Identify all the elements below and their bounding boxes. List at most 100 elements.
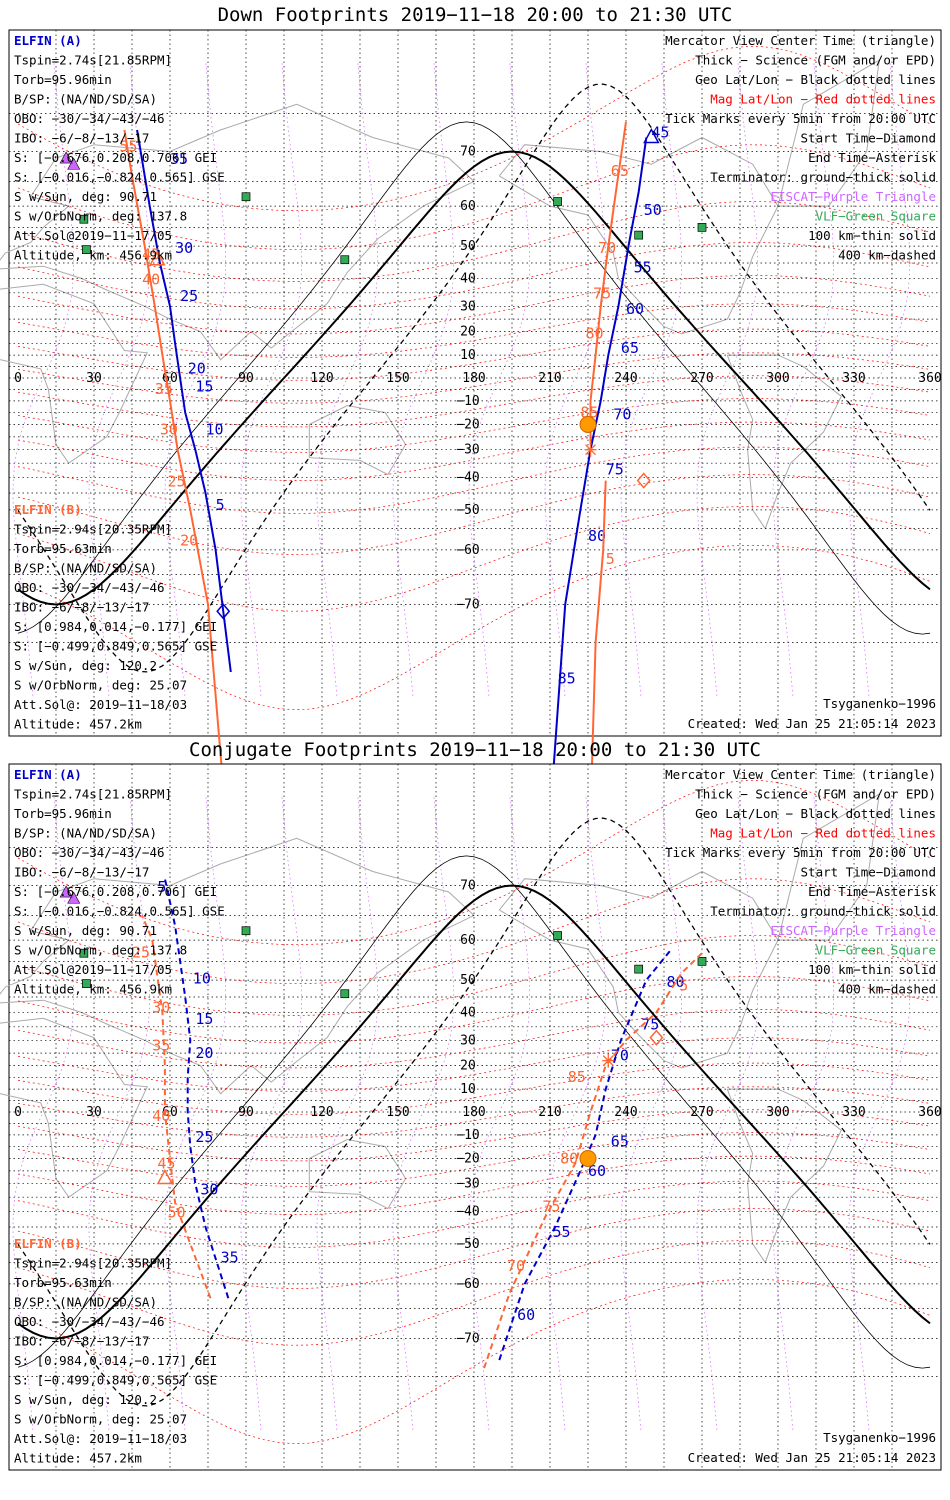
coastline bbox=[308, 404, 407, 476]
track-tick-label: 75 bbox=[593, 284, 611, 302]
legend-line: Mercator View Center Time (triangle) bbox=[665, 767, 936, 782]
lat-tick-label: −10 bbox=[456, 394, 479, 409]
legend-line: Thick − Science (FGM and/or EPD) bbox=[695, 53, 936, 68]
mag-lon-line bbox=[848, 60, 911, 696]
mag-lon-line bbox=[240, 794, 303, 1430]
lat-tick-label: −70 bbox=[456, 597, 479, 612]
lat-tick-label: −50 bbox=[456, 503, 479, 518]
elfin-b-info-line: S: [−0.499,0.849,0.565] GSE bbox=[14, 1373, 217, 1388]
elfin-b-info-line: Tspin=2.94s[20.35RPM] bbox=[14, 1256, 172, 1271]
vlf-station-marker bbox=[340, 255, 350, 265]
mag-lat-line bbox=[17, 398, 931, 453]
panel-title-down: Down Footprints 2019−11−18 20:00 to 21:3… bbox=[217, 4, 733, 26]
elfin-a-info-line: B/SP: (NA/ND/SD/SA) bbox=[14, 92, 157, 107]
legend-line: End Time−Asterisk bbox=[808, 150, 936, 165]
mag-lat-line bbox=[17, 421, 931, 481]
track-tick-label: 25 bbox=[195, 1128, 213, 1146]
vlf-station-marker bbox=[634, 964, 644, 974]
lat-tick-label: 30 bbox=[460, 299, 476, 314]
mag-lat-line bbox=[17, 328, 931, 381]
elfin-b-header: ELFIN (B) bbox=[14, 502, 82, 517]
lat-tick-label: −30 bbox=[456, 443, 479, 458]
lon-tick-label: 330 bbox=[842, 371, 865, 386]
subsolar-point bbox=[579, 1150, 597, 1168]
elfin-a-track bbox=[136, 129, 232, 673]
track-tick-label: 85 bbox=[558, 669, 576, 687]
mag-lon-line bbox=[772, 60, 835, 696]
legend-line: Tick Marks every 5min from 20:00 UTC bbox=[665, 111, 936, 126]
elfin-b-track bbox=[589, 121, 627, 445]
track-tick-label: 25 bbox=[132, 943, 150, 961]
track-tick-label: 35 bbox=[170, 150, 188, 168]
track-tick-label: 80 bbox=[560, 1149, 578, 1167]
track-tick-label: 5 bbox=[679, 976, 688, 994]
lon-tick-label: 360 bbox=[918, 1105, 941, 1120]
conjugate-footprints-map: 0 30 60 90 120 150 180 210 240 270 300 330 360 70 60 50… bbox=[0, 763, 942, 1471]
vlf-station-marker bbox=[241, 192, 251, 202]
lon-tick-label: 240 bbox=[614, 371, 637, 386]
elfin-a-info-line: B/SP: (NA/ND/SD/SA) bbox=[14, 826, 157, 841]
track-tick-label: 50 bbox=[644, 201, 662, 219]
mag-lat-line bbox=[17, 1109, 931, 1162]
legend-line: Terminator: ground−thick solid bbox=[710, 170, 936, 185]
vlf-station-marker bbox=[697, 957, 707, 966]
track-tick-label: 5 bbox=[606, 550, 615, 568]
eiscat-station-marker bbox=[59, 151, 73, 164]
track-tick-label: 75 bbox=[606, 461, 624, 479]
subsolar-point bbox=[579, 416, 597, 434]
track-tick-label: 75 bbox=[542, 1198, 560, 1216]
mag-lat-line bbox=[17, 1240, 931, 1346]
start-time-diamond bbox=[636, 472, 651, 489]
vlf-station-marker bbox=[82, 979, 91, 988]
mag-lon-line bbox=[316, 794, 379, 1430]
start-time-diamond bbox=[649, 1029, 664, 1046]
lon-tick-label: 30 bbox=[86, 1105, 102, 1120]
coastline bbox=[726, 354, 842, 530]
mag-lat-line bbox=[17, 446, 931, 514]
mag-lon-line bbox=[164, 794, 227, 1430]
vlf-station-marker bbox=[553, 931, 562, 940]
track-tick-label: 40 bbox=[152, 1107, 170, 1125]
elfin-a-info-line: S w/Sun, deg: 90.71 bbox=[14, 189, 157, 204]
terminator-100km bbox=[17, 855, 931, 1369]
elfin-a-info-line: IBO: −6/−8/−13/−17 bbox=[14, 131, 149, 146]
elfin-a-track bbox=[163, 878, 230, 1299]
lat-tick-label: −20 bbox=[456, 418, 479, 433]
elfin-a-info-line: Att.Sol@2019−11−17/05 bbox=[14, 962, 172, 977]
elfin-a-info-line: Torb=95.96min bbox=[14, 806, 112, 821]
lat-tick-label: 10 bbox=[460, 348, 476, 363]
track-tick-label: 25 bbox=[167, 473, 185, 491]
lon-tick-label: 210 bbox=[538, 1105, 561, 1120]
lat-tick-label: −70 bbox=[456, 1331, 479, 1346]
eiscat-station-marker bbox=[67, 891, 81, 904]
lon-tick-label: 300 bbox=[766, 1105, 789, 1120]
mag-lat-line bbox=[17, 1180, 931, 1248]
legend-line: Tick Marks every 5min from 20:00 UTC bbox=[665, 845, 936, 860]
elfin-b-info-line: S w/OrbNorm, deg: 25.07 bbox=[14, 678, 187, 693]
track-tick-label: 70 bbox=[598, 239, 616, 257]
mag-lon-line bbox=[772, 794, 835, 1430]
elfin-a-info-line: S w/OrbNorm, deg: 137.8 bbox=[14, 209, 187, 224]
lon-tick-label: 150 bbox=[386, 1105, 409, 1120]
lat-tick-label: 30 bbox=[460, 1033, 476, 1048]
lat-tick-label: −40 bbox=[456, 1205, 479, 1220]
legend-line: End Time−Asterisk bbox=[808, 884, 936, 899]
elfin-b-info-line: Torb=95.63min bbox=[14, 1275, 112, 1290]
mag-lon-line bbox=[848, 794, 911, 1430]
elfin-b-info-line: S w/Sun, deg: 120.2 bbox=[14, 1392, 157, 1407]
elfin-a-header: ELFIN (A) bbox=[14, 33, 82, 48]
lon-tick-label: 60 bbox=[162, 1105, 178, 1120]
end-time-asterisk bbox=[602, 1053, 615, 1068]
lon-tick-label: 240 bbox=[614, 1105, 637, 1120]
track-tick-label: 50 bbox=[167, 1204, 185, 1222]
track-tick-label: 20 bbox=[195, 1044, 213, 1062]
lon-tick-label: 300 bbox=[766, 371, 789, 386]
track-tick-label: 40 bbox=[142, 270, 160, 288]
lon-tick-label: 30 bbox=[86, 371, 102, 386]
track-tick-label: 30 bbox=[160, 420, 178, 438]
elfin-a-header: ELFIN (A) bbox=[14, 767, 82, 782]
eiscat-station-marker bbox=[67, 157, 81, 170]
vlf-station-marker bbox=[634, 230, 644, 240]
track-tick-label: 5 bbox=[216, 496, 225, 514]
elfin-b-info-line: S: [0.984,0.014,−0.177] GEI bbox=[14, 1353, 217, 1368]
